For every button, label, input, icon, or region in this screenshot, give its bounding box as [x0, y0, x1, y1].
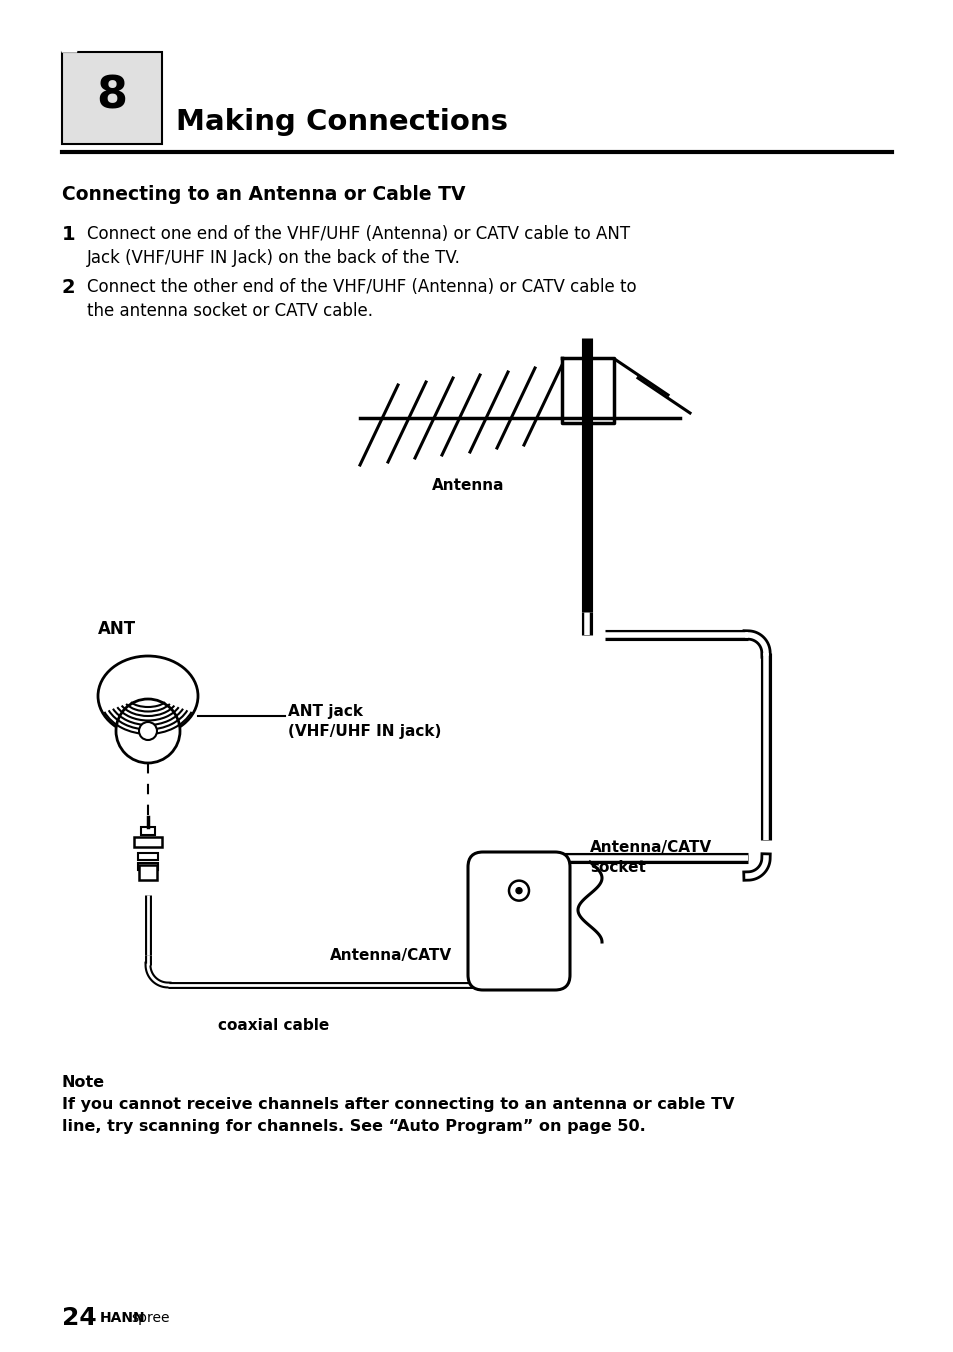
Text: spree: spree	[131, 1311, 170, 1325]
Text: Making Connections: Making Connections	[175, 108, 507, 137]
Text: HANN: HANN	[100, 1311, 146, 1325]
Text: 2: 2	[62, 279, 75, 297]
Circle shape	[116, 699, 180, 763]
Text: Connect the other end of the VHF/UHF (Antenna) or CATV cable to: Connect the other end of the VHF/UHF (An…	[87, 279, 636, 296]
Text: 1: 1	[62, 224, 75, 243]
Circle shape	[516, 888, 521, 894]
Text: Note: Note	[62, 1075, 105, 1090]
Bar	[62, 51, 162, 145]
Text: Connecting to an Antenna or Cable TV: Connecting to an Antenna or Cable TV	[62, 185, 465, 204]
Polygon shape	[62, 37, 77, 51]
Text: Antenna/CATV: Antenna/CATV	[330, 948, 452, 963]
Text: Connect one end of the VHF/UHF (Antenna) or CATV cable to ANT: Connect one end of the VHF/UHF (Antenna)…	[87, 224, 630, 243]
Bar	[133, 837, 162, 846]
FancyBboxPatch shape	[468, 852, 569, 990]
Text: Antenna: Antenna	[432, 479, 504, 493]
Text: Jack (VHF/UHF IN Jack) on the back of the TV.: Jack (VHF/UHF IN Jack) on the back of th…	[87, 249, 460, 266]
Circle shape	[139, 722, 157, 740]
Bar	[138, 853, 158, 860]
Bar	[141, 827, 154, 836]
Text: the antenna socket or CATV cable.: the antenna socket or CATV cable.	[87, 301, 373, 320]
Text: coaxial cable: coaxial cable	[218, 1018, 329, 1033]
Bar	[138, 863, 158, 869]
Text: If you cannot receive channels after connecting to an antenna or cable TV: If you cannot receive channels after con…	[62, 1096, 734, 1111]
Text: 24: 24	[62, 1306, 96, 1330]
Text: (VHF/UHF IN jack): (VHF/UHF IN jack)	[288, 725, 441, 740]
Circle shape	[509, 880, 529, 900]
Text: 8: 8	[96, 74, 128, 118]
Text: socket: socket	[589, 860, 645, 875]
Text: ANT: ANT	[98, 621, 136, 638]
Text: Antenna/CATV: Antenna/CATV	[589, 840, 711, 854]
Ellipse shape	[98, 656, 198, 735]
Text: line, try scanning for channels. See “Auto Program” on page 50.: line, try scanning for channels. See “Au…	[62, 1119, 645, 1134]
Bar	[139, 865, 157, 880]
Text: ANT jack: ANT jack	[288, 704, 363, 719]
